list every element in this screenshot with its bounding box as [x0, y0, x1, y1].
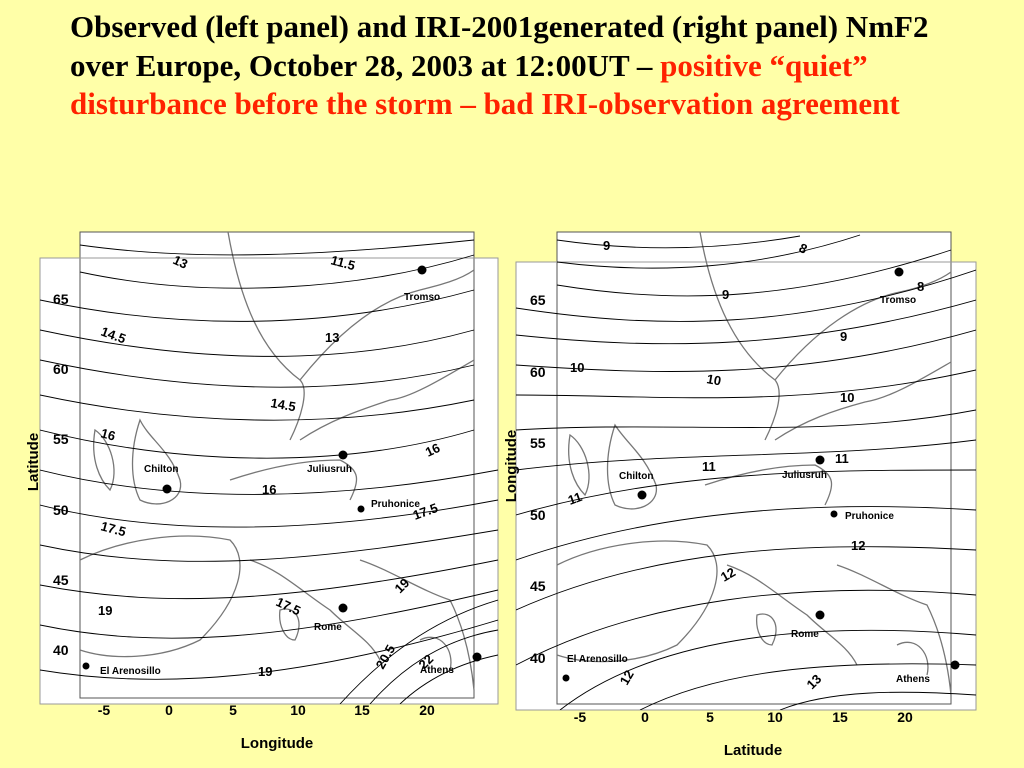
left-panel-observed: 13 11.5 14.5 13 14.5 16 16 16 17.5 17.5 … — [25, 231, 499, 752]
x-tick: -5 — [574, 709, 587, 725]
left-map-frame — [79, 231, 475, 699]
y-tick: 50 — [530, 507, 546, 523]
y-tick: 60 — [530, 364, 546, 380]
x-tick: 10 — [767, 709, 783, 725]
station-label-rome: Rome — [791, 629, 819, 640]
x-tick: 10 — [290, 702, 306, 718]
y-tick: 50 — [53, 502, 69, 518]
title-red-part: positive “quiet” disturbance before the … — [70, 47, 900, 122]
title-black-part: Observed (left panel) and IRI-2001genera… — [70, 9, 929, 83]
right-y-ticks: 65 60 55 50 45 40 — [530, 292, 546, 666]
station-marker-pruhonice — [830, 510, 838, 518]
contour-label: 19 — [258, 664, 272, 679]
station-label-athens: Athens — [896, 674, 930, 685]
x-tick: 0 — [641, 709, 649, 725]
station-label-tromso: Tromso — [404, 292, 440, 303]
x-tick: 15 — [354, 702, 370, 718]
station-marker-el-arenosillo — [82, 662, 90, 670]
contour-label: 19 — [98, 603, 112, 618]
contour-label: 12 — [718, 564, 738, 584]
contour-label: 11 — [702, 459, 716, 474]
station-label-tromso: Tromso — [880, 295, 916, 306]
station-marker-juliusruh — [815, 455, 825, 465]
contour-label: 17.5 — [99, 518, 127, 539]
station-marker-athens — [950, 660, 960, 670]
station-marker-juliusruh — [338, 450, 348, 460]
contour-label: 16 — [262, 482, 276, 497]
left-stations: Tromso Juliusruh Chilton Pruhonice Rome … — [82, 265, 482, 677]
station-label-el-arenosillo: El Arenosillo — [100, 666, 161, 677]
x-tick: 20 — [897, 709, 913, 725]
x-tick: 15 — [832, 709, 848, 725]
station-label-el-arenosillo: El Arenosillo — [567, 654, 628, 665]
left-contours — [40, 239, 498, 704]
left-y-ticks: 65 60 55 50 45 40 — [53, 291, 69, 658]
station-label-juliusruh: Juliusruh — [307, 464, 352, 475]
y-tick: 65 — [53, 291, 69, 307]
x-tick: 20 — [419, 702, 435, 718]
contour-label: 12 — [617, 667, 637, 687]
contour-label: 13 — [325, 330, 339, 345]
right-map-frame — [556, 231, 952, 705]
contour-label: 13 — [171, 252, 190, 272]
y-tick: 55 — [53, 431, 69, 447]
left-y-axis-label: Latitude — [25, 433, 42, 491]
station-label-juliusruh: Juliusruh — [782, 470, 827, 481]
station-marker-chilton — [637, 490, 647, 500]
contour-label: 9 — [722, 287, 729, 302]
contour-label: 11 — [566, 489, 584, 508]
station-label-chilton: Chilton — [144, 464, 178, 475]
station-marker-rome — [338, 603, 348, 613]
x-tick: 5 — [229, 702, 237, 718]
right-contour-labels: 9 8 9 8 9 10 10 10 11 11 11 12 12 12 13 — [566, 238, 924, 692]
right-x-axis-label: Latitude — [724, 742, 782, 759]
y-tick: 45 — [530, 578, 546, 594]
station-marker-rome — [815, 610, 825, 620]
station-marker-pruhonice — [357, 505, 365, 513]
station-marker-tromso — [894, 267, 904, 277]
contour-label: 10 — [570, 360, 584, 375]
contour-label: 12 — [851, 538, 865, 553]
station-marker-tromso — [417, 265, 427, 275]
slide-title: Observed (left panel) and IRI-2001genera… — [70, 8, 990, 124]
right-panel-iri: 9 8 9 8 9 10 10 10 11 11 11 12 12 12 13 … — [503, 231, 977, 759]
right-contours — [516, 234, 976, 710]
station-label-pruhonice: Pruhonice — [371, 499, 420, 510]
right-stations: Tromso Juliusruh Chilton Pruhonice Rome … — [562, 267, 960, 685]
contour-label: 16 — [99, 425, 117, 443]
right-coastlines — [556, 232, 952, 696]
y-tick: 65 — [530, 292, 546, 308]
y-tick: 60 — [53, 361, 69, 377]
station-marker-el-arenosillo — [562, 674, 570, 682]
x-tick: 0 — [165, 702, 173, 718]
contour-label: 14.5 — [269, 395, 297, 414]
left-x-axis-label: Longitude — [241, 735, 313, 752]
station-label-pruhonice: Pruhonice — [845, 511, 894, 522]
y-tick: 40 — [530, 650, 546, 666]
x-tick: 5 — [706, 709, 714, 725]
station-label-rome: Rome — [314, 622, 342, 633]
right-y-axis-label: Longitude — [503, 430, 520, 502]
y-tick: 40 — [53, 642, 69, 658]
right-x-ticks: -5 0 5 10 15 20 — [574, 709, 913, 725]
left-x-ticks: -5 0 5 10 15 20 — [98, 702, 435, 718]
contour-label: 10 — [840, 390, 854, 405]
left-coastlines — [79, 232, 475, 691]
contour-label: 9 — [603, 238, 610, 253]
station-marker-athens — [472, 652, 482, 662]
contour-label: 11 — [835, 451, 849, 466]
station-label-athens: Athens — [420, 665, 454, 676]
contour-label: 10 — [705, 371, 722, 388]
y-tick: 55 — [530, 435, 546, 451]
contour-label: 16 — [423, 440, 442, 460]
contour-label: 8 — [917, 279, 924, 294]
station-marker-chilton — [162, 484, 172, 494]
x-tick: -5 — [98, 702, 111, 718]
station-label-chilton: Chilton — [619, 471, 653, 482]
contour-label: 11.5 — [329, 252, 357, 273]
y-tick: 45 — [53, 572, 69, 588]
contour-label: 9 — [840, 329, 847, 344]
